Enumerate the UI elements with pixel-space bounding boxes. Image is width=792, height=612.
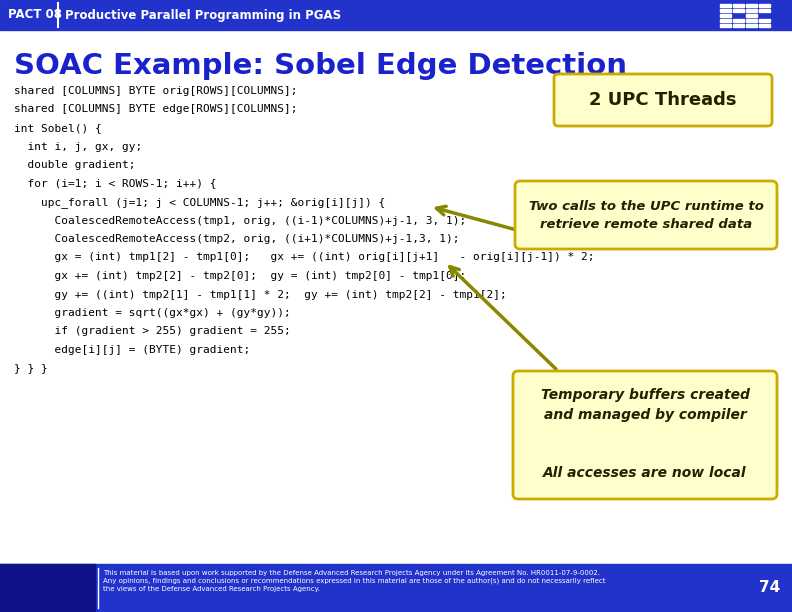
Text: SOAC Example: Sobel Edge Detection: SOAC Example: Sobel Edge Detection	[14, 52, 627, 80]
Bar	[733, 24, 744, 27]
Bar	[759, 9, 770, 12]
Bar	[0, 0, 792, 30]
Text: Productive Parallel Programming in PGAS: Productive Parallel Programming in PGAS	[65, 9, 341, 21]
FancyBboxPatch shape	[554, 74, 772, 126]
Bar	[0, 564, 792, 612]
Text: int Sobel() {: int Sobel() {	[14, 123, 101, 133]
Text: CoalescedRemoteAccess(tmp1, orig, ((i-1)*COLUMNS)+j-1, 3, 1);: CoalescedRemoteAccess(tmp1, orig, ((i-1)…	[14, 215, 466, 225]
Bar	[720, 4, 731, 7]
Text: upc_forall (j=1; j < COLUMNS-1; j++; &orig[i][j]) {: upc_forall (j=1; j < COLUMNS-1; j++; &or…	[14, 197, 385, 208]
Bar	[759, 19, 770, 22]
Text: gx += (int) tmp2[2] - tmp2[0];  gy = (int) tmp2[0] - tmp1[0];: gx += (int) tmp2[2] - tmp2[0]; gy = (int…	[14, 271, 466, 281]
Bar	[720, 14, 731, 17]
Bar	[759, 24, 770, 27]
Text: 74: 74	[759, 581, 780, 595]
Bar	[746, 9, 757, 12]
Bar	[720, 24, 731, 27]
Text: gradient = sqrt((gx*gx) + (gy*gy));: gradient = sqrt((gx*gx) + (gy*gy));	[14, 308, 291, 318]
Bar	[759, 4, 770, 7]
Text: Two calls to the UPC runtime to
retrieve remote shared data: Two calls to the UPC runtime to retrieve…	[528, 200, 763, 231]
Bar	[733, 9, 744, 12]
Text: int i, j, gx, gy;: int i, j, gx, gy;	[14, 141, 143, 152]
Text: } } }: } } }	[14, 364, 48, 373]
FancyArrowPatch shape	[436, 206, 547, 238]
Text: PACT 08: PACT 08	[8, 9, 62, 21]
Text: shared [COLUMNS] BYTE orig[ROWS][COLUMNS];: shared [COLUMNS] BYTE orig[ROWS][COLUMNS…	[14, 86, 298, 96]
Text: for (i=1; i < ROWS-1; i++) {: for (i=1; i < ROWS-1; i++) {	[14, 179, 216, 188]
Text: edge[i][j] = (BYTE) gradient;: edge[i][j] = (BYTE) gradient;	[14, 345, 250, 355]
Text: CoalescedRemoteAccess(tmp2, orig, ((i+1)*COLUMNS)+j-1,3, 1);: CoalescedRemoteAccess(tmp2, orig, ((i+1)…	[14, 234, 459, 244]
Bar	[746, 19, 757, 22]
FancyBboxPatch shape	[515, 181, 777, 249]
Text: This material is based upon work supported by the Defense Advanced Research Proj: This material is based upon work support…	[103, 570, 606, 592]
Text: if (gradient > 255) gradient = 255;: if (gradient > 255) gradient = 255;	[14, 326, 291, 337]
Bar	[0, 564, 95, 612]
Text: All accesses are now local: All accesses are now local	[543, 466, 747, 480]
Bar	[720, 19, 731, 22]
Bar	[746, 4, 757, 7]
Text: double gradient;: double gradient;	[14, 160, 135, 170]
FancyBboxPatch shape	[513, 371, 777, 499]
FancyArrowPatch shape	[450, 267, 556, 369]
Text: gy += ((int) tmp2[1] - tmp1[1] * 2;  gy += (int) tmp2[2] - tmp1[2];: gy += ((int) tmp2[1] - tmp1[1] * 2; gy +…	[14, 289, 507, 299]
Bar	[746, 24, 757, 27]
Bar	[746, 14, 757, 17]
Bar	[733, 4, 744, 7]
Text: shared [COLUMNS] BYTE edge[ROWS][COLUMNS];: shared [COLUMNS] BYTE edge[ROWS][COLUMNS…	[14, 105, 298, 114]
Bar	[733, 19, 744, 22]
Bar	[720, 9, 731, 12]
Text: Temporary buffers created
and managed by compiler: Temporary buffers created and managed by…	[541, 388, 749, 422]
Text: 2 UPC Threads: 2 UPC Threads	[589, 91, 737, 109]
Text: gx = (int) tmp1[2] - tmp1[0];   gx += ((int) orig[i][j+1]   - orig[i][j-1]) * 2;: gx = (int) tmp1[2] - tmp1[0]; gx += ((in…	[14, 253, 595, 263]
